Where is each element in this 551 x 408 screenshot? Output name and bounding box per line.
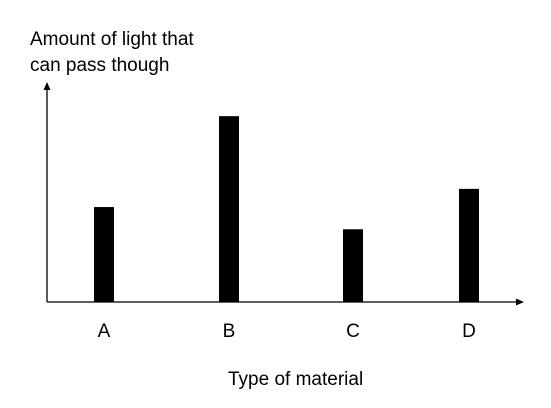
x-axis-arrow (516, 298, 524, 306)
category-tick-labels: A B C D (98, 321, 476, 342)
x-axis-label: Type of material (228, 369, 364, 390)
bar-a (94, 207, 114, 302)
tick-label-d: D (462, 321, 476, 342)
y-axis-arrow (43, 82, 51, 90)
tick-label-b: B (223, 321, 236, 342)
tick-label-a: A (98, 321, 111, 342)
bar-b (219, 116, 239, 302)
axes (43, 82, 524, 306)
bars (94, 116, 479, 302)
tick-label-c: C (346, 321, 360, 342)
bar-d (459, 188, 479, 302)
bar-c (343, 229, 363, 302)
y-axis-label: Amount of light that can pass though (30, 29, 194, 76)
